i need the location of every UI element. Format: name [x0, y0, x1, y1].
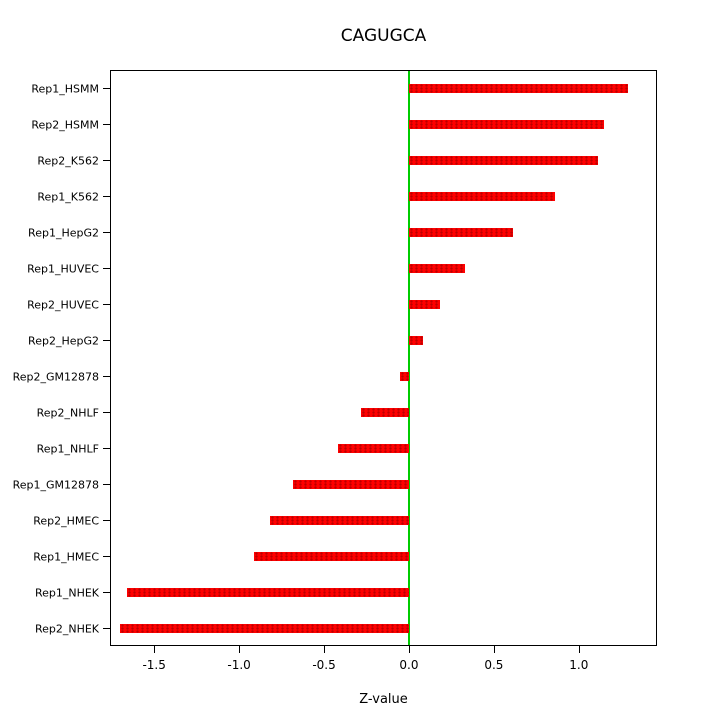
y-tick-label: Rep2_NHEK — [34, 622, 99, 635]
x-tick-mark — [239, 646, 241, 653]
chart-title: CAGUGCA — [340, 26, 427, 46]
bar-Rep1_HUVEC — [408, 263, 466, 273]
bar-Rep1_K562 — [408, 191, 556, 201]
y-tick-label: Rep1_NHLF — [36, 442, 99, 455]
x-tick-mark — [493, 646, 495, 653]
bar-Rep1_HMEC — [254, 551, 409, 561]
y-tick-mark — [103, 556, 110, 557]
y-tick-mark — [103, 412, 110, 413]
x-tick-mark — [578, 646, 580, 653]
x-tick-mark — [408, 646, 410, 653]
y-tick-label: Rep2_NHLF — [36, 406, 99, 419]
x-tick-label: -1.5 — [142, 658, 166, 672]
bar-Rep1_HepG2 — [408, 227, 513, 237]
bar-Rep1_NHEK — [126, 587, 409, 597]
bar-Rep2_GM12878 — [400, 371, 409, 381]
y-tick-mark — [103, 88, 110, 89]
y-tick-label: Rep2_HMEC — [33, 514, 99, 527]
y-tick-mark — [103, 376, 110, 377]
bar-Rep2_NHLF — [361, 407, 409, 417]
bar-Rep2_K562 — [408, 155, 598, 165]
y-tick-mark — [103, 484, 110, 485]
y-tick-label: Rep2_HepG2 — [28, 334, 99, 347]
bar-Rep2_HUVEC — [408, 299, 440, 309]
x-tick-mark — [324, 646, 326, 653]
y-tick-mark — [103, 340, 110, 341]
x-tick-label: -0.5 — [312, 658, 336, 672]
y-tick-mark — [103, 304, 110, 305]
y-tick-mark — [103, 232, 110, 233]
y-tick-label: Rep2_HSMM — [31, 118, 99, 131]
y-tick-label: Rep1_HUVEC — [27, 262, 99, 275]
bar-Rep2_HepG2 — [408, 335, 423, 345]
y-tick-mark — [103, 592, 110, 593]
y-tick-label: Rep1_HSMM — [31, 82, 99, 95]
x-tick-label: 1.0 — [569, 658, 589, 672]
y-tick-mark — [103, 268, 110, 269]
y-tick-label: Rep1_HepG2 — [28, 226, 99, 239]
x-tick-label: 0.5 — [484, 658, 504, 672]
y-tick-label: Rep1_NHEK — [34, 586, 99, 599]
x-tick-mark — [154, 646, 156, 653]
y-tick-mark — [103, 160, 110, 161]
y-tick-label: Rep1_K562 — [37, 190, 99, 203]
bar-Rep1_NHLF — [337, 443, 409, 453]
x-axis-title: Z-value — [359, 692, 408, 707]
y-tick-label: Rep1_HMEC — [33, 550, 99, 563]
bar-Rep1_HSMM — [408, 83, 629, 93]
plot-area — [110, 70, 657, 646]
bar-Rep2_NHEK — [120, 623, 409, 633]
x-tick-label: -1.0 — [227, 658, 251, 672]
bar-Rep1_GM12878 — [293, 479, 409, 489]
y-tick-label: Rep2_HUVEC — [27, 298, 99, 311]
bar-Rep2_HMEC — [269, 515, 409, 525]
x-tick-label: 0.0 — [399, 658, 419, 672]
y-tick-label: Rep1_GM12878 — [12, 478, 99, 491]
y-tick-label: Rep2_GM12878 — [12, 370, 99, 383]
y-tick-mark — [103, 628, 110, 629]
zero-reference-line — [407, 71, 410, 645]
y-tick-label: Rep2_K562 — [37, 154, 99, 167]
y-tick-mark — [103, 196, 110, 197]
y-tick-mark — [103, 124, 110, 125]
y-tick-mark — [103, 520, 110, 521]
bar-Rep2_HSMM — [408, 119, 605, 129]
y-tick-mark — [103, 448, 110, 449]
